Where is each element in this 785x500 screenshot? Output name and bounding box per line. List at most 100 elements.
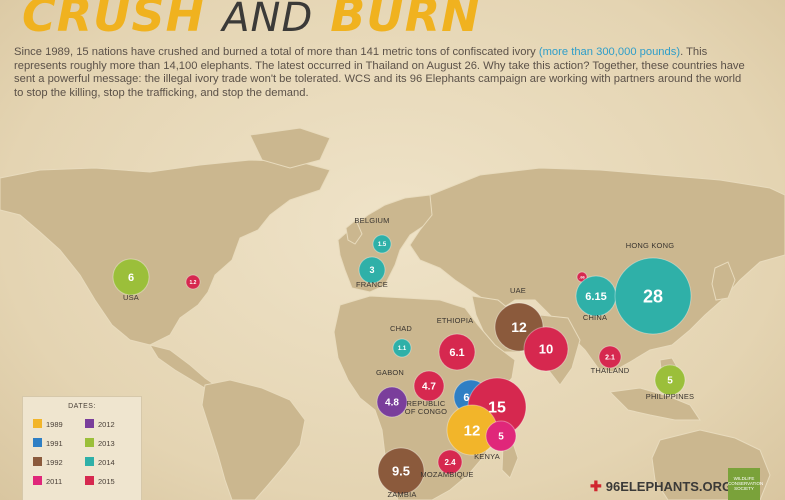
bubble-value: 4.8 [385, 398, 399, 409]
bubble-value: 1.2 [190, 280, 197, 286]
ivory-bubble: 1.1 [392, 338, 412, 358]
ivory-bubble: 9.5 [377, 447, 425, 495]
bubble-value: 1.1 [398, 346, 407, 352]
legend-year: 1991 [46, 439, 63, 448]
bubble-value: 6.15 [585, 291, 606, 303]
bubble-value: 3 [369, 265, 374, 275]
bubble-value: 5 [498, 432, 504, 443]
bubble-circle [438, 333, 476, 371]
country-label: ETHIOPIA [436, 316, 474, 325]
bubble-circle [376, 386, 408, 418]
legend-item: 1991 [33, 438, 63, 448]
legend-year: 2011 [46, 477, 63, 486]
bubble-value: 6.1 [449, 347, 464, 359]
ivory-bubble: 4.7 [413, 370, 445, 402]
country-label: GABON [375, 368, 405, 377]
country-label: CHINA [582, 313, 608, 322]
legend-swatch [85, 419, 94, 428]
bubble-circle [377, 447, 425, 495]
bubble-value: .66 [579, 274, 585, 279]
legend-item: 2014 [85, 457, 115, 467]
bubble-circle [485, 420, 517, 452]
intro-text-1: Since 1989, 15 nations have crushed and … [14, 46, 539, 58]
bubble-circle [437, 449, 463, 475]
ivory-bubble: 3 [358, 256, 386, 284]
intro-highlight: (more than 300,000 pounds) [538, 46, 681, 58]
intro-text-2: . This represents roughly more than 14,1… [14, 46, 745, 99]
legend-item: 2015 [85, 476, 115, 486]
ivory-bubble: 12 [446, 404, 498, 456]
country-label: CHAD [389, 324, 413, 333]
country-label: OF CONGO [404, 407, 448, 416]
country-label: HONG KONG [625, 241, 675, 250]
title-and: AND [222, 0, 314, 41]
bubble-value: 5 [667, 376, 673, 387]
bubble-value: 1.5 [378, 242, 387, 248]
ivory-bubble: 5 [654, 364, 686, 396]
legend-item: 2011 [33, 476, 62, 486]
country-label: PHILIPPINES [645, 392, 695, 401]
title-burn: BURN [330, 0, 481, 42]
bubble-circle [185, 274, 201, 290]
legend-year: 2014 [98, 458, 115, 467]
ivory-bubble: 2.4 [437, 449, 463, 475]
bubble-value: 12 [511, 319, 527, 335]
bubble-value: 6 [128, 272, 134, 284]
bubble-circle [523, 326, 569, 372]
bubble-circle [358, 256, 386, 284]
intro-paragraph: Since 1989, 15 nations have crushed and … [14, 46, 749, 100]
legend-swatch [33, 457, 42, 466]
legend-item: 1989 [33, 419, 63, 429]
ivory-bubble: 1.5 [372, 234, 392, 254]
bubble-value: 4.7 [422, 382, 436, 393]
title-crush: CRUSH [22, 0, 206, 42]
bubble-circle [413, 370, 445, 402]
legend-swatch [85, 476, 94, 485]
legend-year: 2013 [98, 439, 115, 448]
country-label: KENYA [474, 452, 500, 461]
ivory-bubble: 5 [485, 420, 517, 452]
brand-text: 96ELEPHANTS.ORG [605, 479, 733, 494]
bubble-circle [112, 258, 150, 296]
country-label: UAE [509, 286, 527, 295]
ivory-bubble: 2.1 [598, 345, 622, 369]
country-label: ZAMBIA [387, 490, 417, 499]
country-label: THAILAND [590, 366, 630, 375]
ivory-bubble: 6.1 [438, 333, 476, 371]
legend-swatch [33, 476, 42, 485]
bubble-value: 2.1 [605, 354, 615, 361]
country-label: BELGIUM [354, 216, 390, 225]
legend-title: DATES: [68, 403, 96, 410]
legend-year: 2012 [98, 420, 115, 429]
bubble-value: 9.5 [392, 464, 410, 479]
country-label: USA [122, 293, 140, 302]
bubble-value: 15 [488, 400, 506, 417]
legend-year: 2015 [98, 477, 115, 486]
elephant-icon: ✚ [590, 478, 602, 494]
country-label: REPUBLIC [406, 399, 446, 408]
legend-item: 1992 [33, 457, 63, 467]
brand-96elephants[interactable]: ✚ 96ELEPHANTS.ORG [590, 478, 732, 495]
legend-item: 2013 [85, 438, 115, 448]
ivory-bubble: 10 [523, 326, 569, 372]
ivory-bubble: 6 [112, 258, 150, 296]
ivory-bubble: 28 [614, 257, 692, 335]
legend-item: 2012 [85, 419, 115, 429]
bubble-circle [372, 234, 392, 254]
dates-legend: DATES: 1989 2012 1991 2013 1992 2014 2011 2015 [22, 396, 142, 500]
legend-swatch [85, 438, 94, 447]
bubble-circle [598, 345, 622, 369]
ivory-bubble: .66 [576, 271, 588, 283]
legend-swatch [33, 438, 42, 447]
bubble-value: 12 [464, 422, 481, 439]
ivory-bubble: 4.8 [376, 386, 408, 418]
wcs-logo: WILDLIFE CONSERVATION SOCIETY [728, 468, 763, 500]
country-label: MOZAMBIQUE [420, 470, 474, 479]
bubble-circle [614, 257, 692, 335]
legend-year: 1989 [46, 420, 63, 429]
legend-swatch [85, 457, 94, 466]
legend-swatch [33, 419, 42, 428]
bubble-circle [392, 338, 412, 358]
country-label: FRANCE [355, 280, 389, 289]
